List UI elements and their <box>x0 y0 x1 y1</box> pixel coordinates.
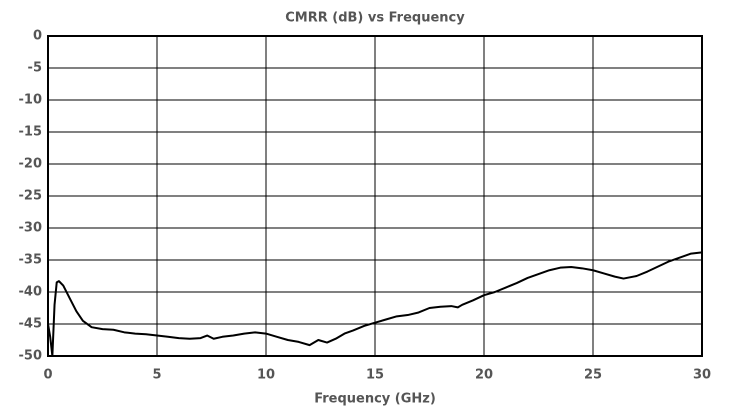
y-tick-label: 0 <box>33 29 42 44</box>
x-tick-label: 5 <box>152 368 161 383</box>
x-tick-label: 15 <box>366 368 384 383</box>
x-tick-label: 25 <box>584 368 602 383</box>
x-tick-label: 10 <box>257 368 275 383</box>
plot-frame <box>47 35 703 357</box>
y-tick-label: -35 <box>19 253 43 268</box>
y-tick-label: -40 <box>19 285 43 300</box>
y-tick-label: -50 <box>19 349 43 364</box>
data-line <box>47 251 703 357</box>
x-tick-label: 0 <box>43 368 52 383</box>
y-tick-label: -20 <box>19 157 43 172</box>
x-tick-label: 30 <box>693 368 711 383</box>
y-tick-label: -25 <box>19 189 43 204</box>
y-tick-label: -5 <box>28 61 42 76</box>
y-tick-label: -30 <box>19 221 43 236</box>
y-tick-label: -45 <box>19 317 43 332</box>
x-axis-label: Frequency (GHz) <box>314 392 436 407</box>
y-tick-label: -15 <box>19 125 43 140</box>
x-tick-label: 20 <box>475 368 493 383</box>
y-tick-label: -10 <box>19 93 43 108</box>
chart-title: CMRR (dB) vs Frequency <box>285 11 465 26</box>
